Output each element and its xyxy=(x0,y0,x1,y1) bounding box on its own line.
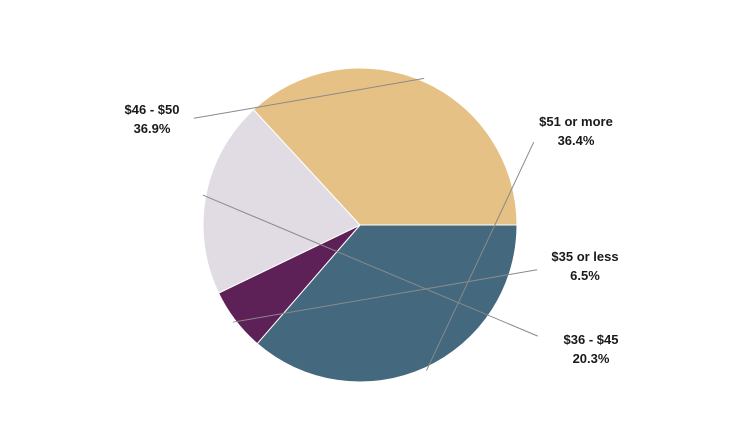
slice-label-value-0: 36.4% xyxy=(558,133,595,148)
pie-slice-2 xyxy=(202,108,361,294)
leader-line-1 xyxy=(232,269,538,323)
pie-slice-0 xyxy=(256,224,518,383)
slice-label-value-2: 20.3% xyxy=(573,351,610,366)
slice-label-name-3: $46 - $50 xyxy=(125,102,180,117)
slice-label-name-2: $36 - $45 xyxy=(564,332,619,347)
leader-line-2 xyxy=(202,194,538,337)
pie-slices xyxy=(202,67,518,383)
slice-label-name-0: $51 or more xyxy=(539,114,613,129)
pie-slice-3 xyxy=(252,67,518,226)
slice-label-name-1: $35 or less xyxy=(551,249,618,264)
leader-line-3 xyxy=(193,77,425,119)
slice-label-value-1: 6.5% xyxy=(570,268,600,283)
slice-label-value-3: 36.9% xyxy=(134,121,171,136)
leader-line-0 xyxy=(426,141,535,371)
leader-lines xyxy=(193,77,538,371)
